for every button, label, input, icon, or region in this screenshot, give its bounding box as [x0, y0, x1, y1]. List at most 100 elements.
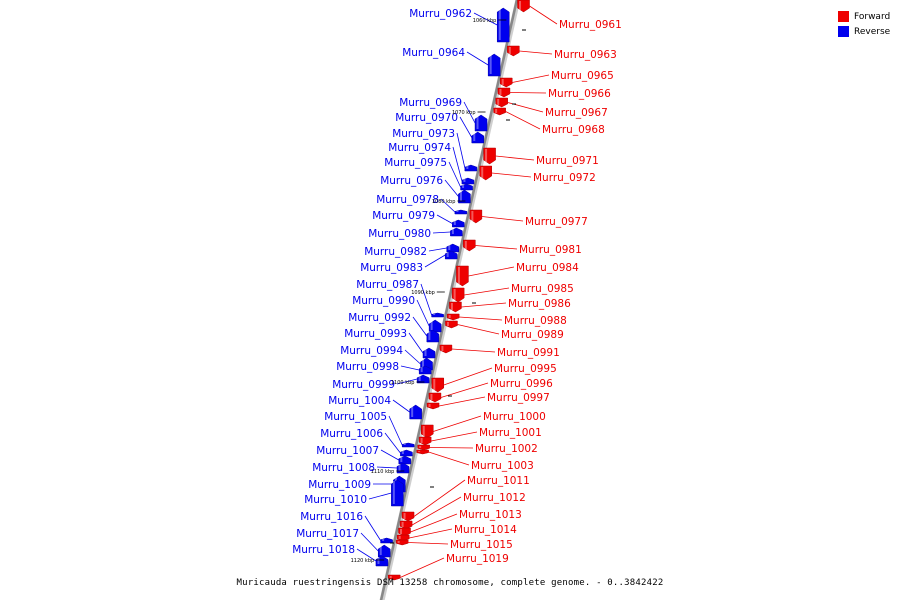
forward-gene-murru-0988-highlight: [448, 315, 451, 318]
forward-gene-murru-0991-highlight: [441, 346, 444, 351]
reverse-gene-murru-1007[interactable]: [398, 455, 412, 465]
forward-leader-line: [409, 528, 453, 539]
reverse-gene-murru-0973[interactable]: [464, 164, 478, 172]
reverse-gene-murru-0998[interactable]: [418, 365, 432, 375]
forward-leader-line: [411, 496, 462, 526]
reverse-gene-murru-1004[interactable]: [409, 404, 422, 420]
forward-gene-murru-0985[interactable]: [451, 287, 465, 303]
reverse-leader-line: [376, 466, 398, 469]
forward-gene-label: Murru_0968: [542, 124, 605, 136]
reverse-gene-murru-0969[interactable]: [474, 114, 488, 132]
reverse-gene-murru-1005[interactable]: [401, 442, 415, 448]
reverse-leader-line: [396, 378, 418, 385]
reverse-leader-line: [404, 349, 421, 365]
forward-gene-murru-1002[interactable]: [417, 444, 430, 451]
reverse-leader-line: [380, 449, 399, 461]
reverse-gene-murru-1017-highlight: [379, 546, 382, 555]
forward-gene-murru-1001[interactable]: [418, 436, 432, 446]
forward-gene-murru-1012[interactable]: [399, 520, 413, 530]
forward-gene-murru-0988[interactable]: [446, 313, 460, 321]
reverse-leader-line: [432, 231, 451, 234]
reverse-gene-murru-0992[interactable]: [426, 329, 440, 343]
forward-gene-murru-0963[interactable]: [507, 45, 520, 57]
scale-tick-label: 1090 kbp: [411, 290, 435, 296]
forward-gene-murru-0961[interactable]: [517, 0, 530, 13]
forward-leader-line: [461, 302, 507, 308]
forward-gene-murru-1003[interactable]: [416, 449, 429, 455]
scale-tick-label: 1110 kbp: [371, 469, 395, 475]
reverse-gene-murru-0975[interactable]: [460, 183, 473, 191]
reverse-gene-murru-0994-highlight: [422, 359, 425, 368]
reverse-leader-line: [466, 51, 489, 66]
reverse-gene-label: Murru_0970: [395, 112, 458, 124]
reverse-gene-murru-0980[interactable]: [450, 227, 463, 237]
forward-gene-murru-0991[interactable]: [439, 344, 453, 354]
reverse-gene-murru-1017[interactable]: [377, 544, 391, 558]
reverse-gene-murru-0974-highlight: [463, 179, 466, 182]
reverse-gene-murru-1004-highlight: [411, 406, 414, 417]
forward-gene-murru-0995[interactable]: [431, 377, 445, 393]
reverse-gene-murru-1010[interactable]: [391, 479, 404, 507]
reverse-gene-murru-0982[interactable]: [446, 243, 460, 253]
reverse-swatch-icon: [838, 26, 849, 37]
reverse-gene-murru-0976[interactable]: [458, 189, 471, 204]
forward-gene-murru-0981[interactable]: [463, 239, 476, 252]
forward-gene-label: Murru_0984: [516, 262, 579, 274]
reverse-gene-murru-0982-highlight: [448, 245, 451, 250]
reverse-gene-murru-0980-highlight: [451, 229, 454, 234]
reverse-gene-murru-0990[interactable]: [428, 319, 442, 333]
reverse-gene-murru-0970[interactable]: [471, 131, 485, 144]
reverse-gene-murru-0999-highlight: [418, 376, 421, 381]
forward-leader-line: [529, 5, 558, 25]
reverse-gene-murru-0983-highlight: [446, 252, 449, 257]
forward-gene-murru-1019[interactable]: [387, 574, 401, 581]
forward-leader-line: [410, 513, 458, 533]
forward-leader-line: [475, 245, 518, 250]
legend-label-forward: Forward: [854, 11, 891, 22]
forward-gene-murru-0971[interactable]: [483, 147, 496, 165]
forward-gene-murru-0996[interactable]: [428, 392, 442, 403]
reverse-gene-murru-0976-highlight: [459, 191, 462, 201]
reverse-gene-murru-0974[interactable]: [461, 177, 475, 185]
forward-gene-murru-0977[interactable]: [469, 209, 483, 224]
forward-gene-label: Murru_0963: [554, 49, 617, 61]
reverse-gene-murru-0975-highlight: [462, 185, 465, 188]
reverse-gene-label: Murru_0993: [344, 328, 407, 340]
forward-gene-murru-0966[interactable]: [497, 87, 511, 98]
reverse-gene-murru-0983[interactable]: [444, 250, 458, 260]
reverse-gene-murru-0992-highlight: [428, 331, 431, 340]
forward-gene-murru-0967[interactable]: [495, 97, 508, 108]
reverse-gene-murru-1006[interactable]: [400, 449, 413, 457]
forward-gene-murru-0967-highlight: [497, 99, 500, 105]
forward-gene-murru-1011[interactable]: [401, 511, 415, 522]
forward-gene-murru-0984[interactable]: [456, 265, 469, 287]
forward-gene-murru-0972[interactable]: [479, 165, 492, 181]
forward-gene-murru-1013[interactable]: [398, 527, 411, 537]
reverse-gene-murru-0962[interactable]: [496, 7, 510, 43]
forward-gene-murru-0981-highlight: [464, 241, 467, 249]
forward-gene-murru-1015-highlight: [397, 541, 400, 543]
reverse-gene-label: Murru_0998: [336, 361, 399, 373]
reverse-gene-murru-1016[interactable]: [380, 537, 393, 544]
reverse-gene-murru-0979[interactable]: [452, 219, 465, 228]
forward-gene-murru-0965[interactable]: [499, 77, 513, 88]
reverse-gene-murru-0970-highlight: [473, 133, 476, 141]
forward-gene-murru-1019-highlight: [389, 576, 392, 578]
forward-gene-murru-0997[interactable]: [426, 402, 440, 410]
forward-gene-murru-0965-highlight: [501, 79, 504, 85]
reverse-gene-murru-1008[interactable]: [396, 462, 410, 474]
forward-gene-murru-0968[interactable]: [493, 107, 506, 116]
forward-gene-murru-1000[interactable]: [421, 424, 434, 439]
reverse-gene-murru-1018[interactable]: [375, 555, 389, 567]
forward-gene-murru-1015[interactable]: [395, 539, 409, 546]
forward-gene-murru-0986[interactable]: [449, 301, 462, 313]
reverse-gene-murru-0993[interactable]: [422, 347, 436, 359]
reverse-gene-murru-0987[interactable]: [431, 312, 444, 318]
reverse-gene-murru-0964[interactable]: [487, 53, 501, 77]
forward-gene-murru-0989[interactable]: [445, 320, 458, 329]
forward-gene-label: Murru_1015: [450, 539, 513, 551]
reverse-gene-murru-0978[interactable]: [454, 209, 468, 215]
reverse-gene-label: Murru_0982: [364, 246, 427, 258]
forward-gene-label: Murru_0989: [501, 329, 564, 341]
